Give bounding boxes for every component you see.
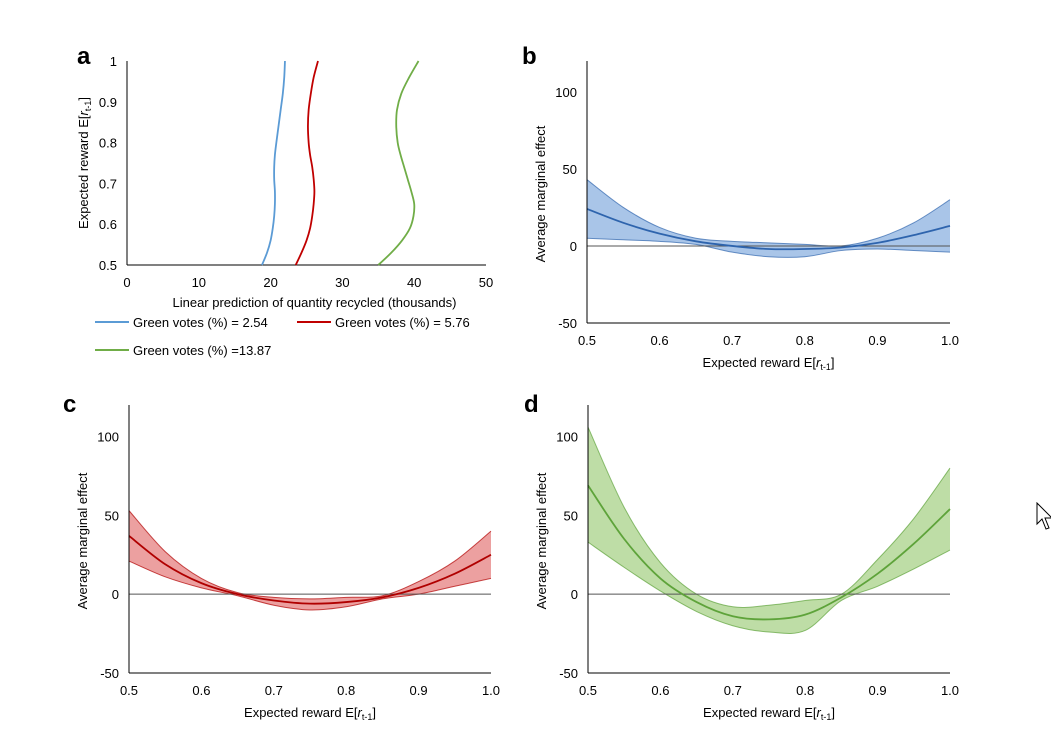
x-tick-label: 0 (123, 275, 130, 290)
x-axis-label: Expected reward E[rt-1] (703, 705, 835, 722)
x-axis-label: Expected reward E[rt-1] (244, 705, 376, 722)
legend-label-1: Green votes (%) = 2.54 (133, 315, 268, 330)
x-tick-label: 0.6 (651, 683, 669, 698)
x-axis-label: Linear prediction of quantity recycled (… (173, 295, 457, 310)
x-tick-label: 0.8 (796, 683, 814, 698)
x-axis-label-var: r (357, 705, 362, 720)
y-axis-label-var: r (76, 111, 91, 116)
x-tick-label: 40 (407, 275, 421, 290)
x-axis-label-main: Expected reward E[ (703, 705, 817, 720)
y-tick-label: 0 (571, 587, 578, 602)
mean-line (587, 484, 951, 621)
y-tick-label: -50 (558, 316, 577, 331)
lower-bound-line (587, 541, 951, 634)
y-tick-label: 0.7 (99, 176, 117, 191)
upper-bound-line (586, 179, 951, 247)
y-tick-label: 0 (570, 239, 577, 254)
y-tick-label: -50 (559, 666, 578, 681)
x-tick-label: 0.5 (578, 333, 596, 348)
mouse-cursor-icon (1036, 502, 1051, 530)
panel-c: c 0.5 0.6 0.7 0.8 0.9 1.0 -50 0 50 100 Average marg… (63, 391, 500, 722)
x-axis-label-close: ] (831, 355, 835, 370)
y-axis-label: Average marginal effect (533, 125, 548, 262)
x-tick-label: 0.5 (120, 683, 138, 698)
x-tick-label: 0.9 (868, 333, 886, 348)
y-axis-label-close: ] (76, 97, 91, 101)
y-tick-label: 100 (556, 430, 578, 445)
panel-b: b 0.5 0.6 0.7 0.8 0.9 1.0 -50 0 50 100 Average marg… (522, 43, 959, 372)
x-tick-label: 0.6 (651, 333, 669, 348)
legend-label-3: Green votes (%) =13.87 (133, 343, 271, 358)
x-tick-label: 0.6 (192, 683, 210, 698)
x-axis-label-close: ] (831, 705, 835, 720)
y-tick-label: 0.9 (99, 95, 117, 110)
legend-label-2: Green votes (%) = 5.76 (335, 315, 470, 330)
y-axis-label-sub: t-1 (83, 101, 93, 112)
series-line-2 (294, 60, 319, 266)
y-tick-label: 0.6 (99, 217, 117, 232)
upper-bound-line (587, 426, 951, 608)
x-axis-label-var: r (816, 355, 821, 370)
series-line-3 (377, 60, 420, 266)
y-axis-label: Average marginal effect (75, 472, 90, 609)
x-tick-label: 0.9 (410, 683, 428, 698)
x-axis-label-sub: t-1 (820, 362, 831, 372)
panel-a: a 0 10 20 30 40 50 0.5 0.6 0.7 0.8 0.9 1 Linear predi… (76, 43, 493, 358)
x-tick-label: 10 (192, 275, 206, 290)
confidence-band (129, 510, 491, 610)
y-tick-label: 0.5 (99, 258, 117, 273)
x-tick-label: 0.7 (265, 683, 283, 698)
panel-d: d 0.5 0.6 0.7 0.8 0.9 1.0 -50 0 50 100 Average marg… (524, 391, 959, 722)
y-tick-label: 100 (555, 85, 577, 100)
lower-bound-line (128, 560, 492, 611)
y-axis-label: Average marginal effect (534, 472, 549, 609)
mean-line (128, 535, 492, 605)
x-tick-label: 30 (335, 275, 349, 290)
mean-line (586, 208, 951, 251)
x-tick-label: 1.0 (941, 333, 959, 348)
x-axis-label: Expected reward E[rt-1] (703, 355, 835, 372)
y-axis-label: Expected reward E[rt-1] (76, 97, 93, 229)
x-tick-label: 0.8 (796, 333, 814, 348)
x-tick-label: 0.7 (724, 683, 742, 698)
x-tick-label: 0.7 (723, 333, 741, 348)
y-tick-label: -50 (100, 666, 119, 681)
x-tick-label: 1.0 (482, 683, 500, 698)
y-tick-label: 50 (105, 508, 119, 523)
x-axis-label-sub: t-1 (362, 712, 373, 722)
x-tick-label: 1.0 (941, 683, 959, 698)
y-tick-label: 0.8 (99, 136, 117, 151)
y-tick-label: 50 (564, 508, 578, 523)
lower-bound-line (586, 237, 951, 258)
y-axis-label-main: Expected reward E[ (76, 115, 91, 229)
x-axis-label-sub: t-1 (821, 712, 832, 722)
series-line-1 (261, 60, 286, 266)
upper-bound-line (128, 510, 492, 600)
y-tick-label: 100 (97, 430, 119, 445)
x-tick-label: 50 (479, 275, 493, 290)
x-tick-label: 0.5 (579, 683, 597, 698)
x-tick-label: 0.9 (869, 683, 887, 698)
x-tick-label: 0.8 (337, 683, 355, 698)
y-tick-label: 0 (112, 587, 119, 602)
x-axis-label-close: ] (372, 705, 376, 720)
y-tick-label: 1 (110, 54, 117, 69)
confidence-band (588, 427, 950, 634)
panel-letter-b: b (522, 43, 537, 70)
panel-letter-a: a (77, 43, 91, 70)
x-axis-label-main: Expected reward E[ (703, 355, 817, 370)
panel-letter-d: d (524, 391, 539, 418)
x-axis-label-main: Expected reward E[ (244, 705, 358, 720)
x-tick-label: 20 (263, 275, 277, 290)
y-tick-label: 50 (563, 162, 577, 177)
panel-letter-c: c (63, 391, 76, 418)
x-axis-label-var: r (816, 705, 821, 720)
